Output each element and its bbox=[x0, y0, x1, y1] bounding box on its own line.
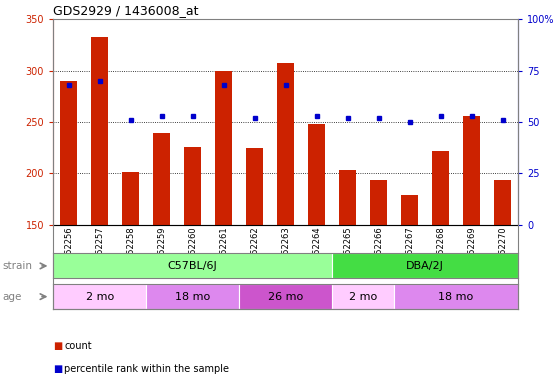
Text: 26 mo: 26 mo bbox=[268, 291, 303, 302]
Bar bbox=[239, 284, 332, 309]
Text: C57BL/6J: C57BL/6J bbox=[168, 261, 217, 271]
Text: 18 mo: 18 mo bbox=[438, 291, 474, 302]
Text: ■: ■ bbox=[53, 341, 63, 351]
Bar bbox=[153, 133, 170, 225]
Bar bbox=[122, 172, 139, 225]
Text: DBA/2J: DBA/2J bbox=[406, 261, 444, 271]
Bar bbox=[308, 124, 325, 225]
Bar bbox=[401, 195, 418, 225]
Bar bbox=[184, 147, 201, 225]
Bar bbox=[463, 116, 480, 225]
Bar bbox=[332, 253, 518, 278]
Text: age: age bbox=[3, 291, 22, 302]
Text: GDS2929 / 1436008_at: GDS2929 / 1436008_at bbox=[53, 3, 199, 17]
Bar bbox=[370, 180, 387, 225]
Bar bbox=[146, 284, 239, 309]
Bar bbox=[339, 170, 356, 225]
Text: strain: strain bbox=[3, 261, 33, 271]
Bar bbox=[332, 284, 394, 309]
Bar bbox=[246, 147, 263, 225]
Bar bbox=[394, 284, 518, 309]
Bar bbox=[53, 284, 146, 309]
Bar bbox=[91, 36, 108, 225]
Bar bbox=[277, 63, 294, 225]
Text: percentile rank within the sample: percentile rank within the sample bbox=[64, 364, 230, 374]
Text: 2 mo: 2 mo bbox=[86, 291, 114, 302]
Bar bbox=[60, 81, 77, 225]
Bar bbox=[494, 180, 511, 225]
Text: 2 mo: 2 mo bbox=[349, 291, 377, 302]
Text: 18 mo: 18 mo bbox=[175, 291, 210, 302]
Bar bbox=[432, 151, 449, 225]
Bar bbox=[53, 253, 332, 278]
Text: count: count bbox=[64, 341, 92, 351]
Text: ■: ■ bbox=[53, 364, 63, 374]
Bar bbox=[215, 71, 232, 225]
